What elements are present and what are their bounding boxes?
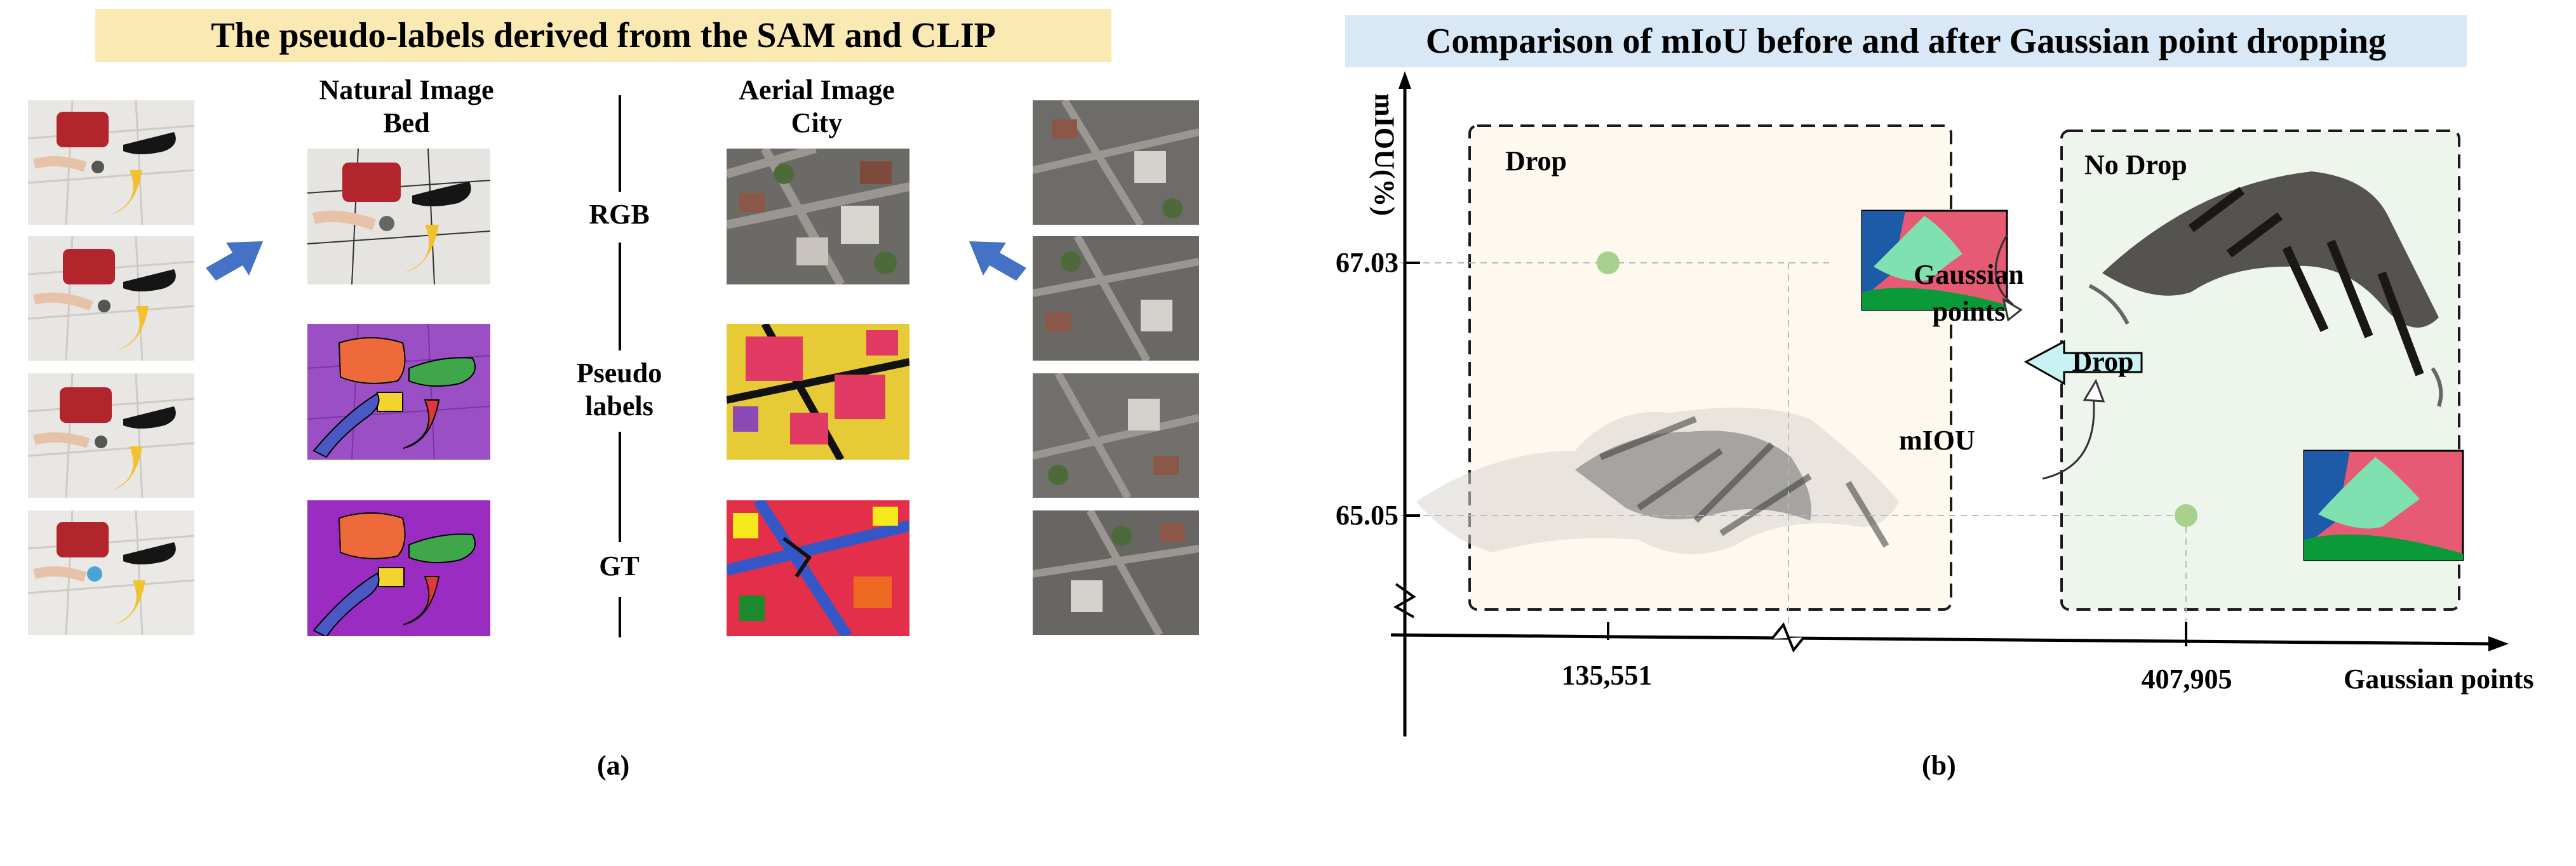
drop-arrow-label: Drop (2072, 346, 2134, 377)
natural-gt-image (307, 500, 490, 636)
aerial-pseudo-label-image (727, 324, 909, 460)
panel-b-title: Comparison of mIoU before and after Gaus… (1345, 15, 2467, 67)
caption-a: (a) (597, 750, 630, 781)
aerial-gt-image (727, 500, 909, 636)
y-axis-label-wrap: mIOU(%) (1365, 75, 1404, 240)
drop-arrow-icon (2023, 340, 2143, 385)
nodrop-point-cloud (2088, 171, 2443, 407)
x-tick-label-135551: 135,551 (1561, 660, 1653, 691)
row-label-pseudo-line1: Pseudo (576, 357, 662, 389)
aerial-image-header-line2: City (791, 107, 843, 138)
drop-point-cloud (1416, 408, 1899, 554)
natural-thumbnail (28, 236, 194, 361)
miou-text: mIOU (1899, 425, 1975, 456)
drop-guide-line (1400, 262, 1829, 629)
natural-image-header-line2: Bed (383, 107, 430, 138)
nodrop-guide-line (1400, 515, 2187, 629)
x-axis-line (1390, 633, 2490, 646)
caption-b: (b) (1922, 750, 1956, 781)
natural-thumbnail (28, 510, 194, 635)
curved-arrowhead-icon (2083, 378, 2105, 403)
aerial-thumbnail (1033, 236, 1199, 361)
panel-a-title: The pseudo-labels derived from the SAM a… (95, 9, 1111, 62)
y-tick-label-67: 67.03 (1336, 247, 1399, 278)
drop-box-label: Drop (1505, 145, 1567, 177)
row-divider-line (619, 432, 621, 542)
aerial-image-header: Aerial Image City (690, 74, 944, 140)
drop-segmentation-inset (1861, 210, 2008, 311)
aerial-image-header-line1: Aerial Image (739, 74, 895, 105)
x-axis-arrow-icon (2488, 636, 2509, 651)
curved-arrow-icon (1994, 234, 2014, 306)
nodrop-segmentation-inset (2303, 450, 2464, 561)
aerial-rgb-image (727, 149, 909, 284)
aerial-thumbnail (1033, 510, 1199, 635)
arrow-up-right-icon (203, 229, 267, 286)
row-label-pseudo-line2: labels (585, 390, 654, 422)
row-divider-line (619, 243, 621, 350)
y-axis-label: mIOU(%) (1369, 93, 1400, 216)
natural-image-header: Natural Image Bed (279, 74, 533, 140)
curved-arrow-icon (2042, 396, 2095, 480)
aerial-thumbnail (1033, 100, 1199, 225)
row-label-pseudo: Pseudo labels (559, 357, 680, 423)
y-axis-break-icon (1393, 583, 1416, 618)
data-point-drop (1597, 251, 1620, 274)
row-label-gt: GT (599, 550, 640, 582)
x-tick-label-407905: 407,905 (2141, 663, 2232, 695)
miou-chart (1390, 71, 2509, 736)
gaussian-points-text: Gaussian points (1905, 256, 2032, 330)
nodrop-box-label: No Drop (2084, 149, 2187, 180)
natural-thumbnail (28, 373, 194, 498)
natural-image-header-line1: Natural Image (319, 74, 494, 105)
row-divider-line (619, 95, 621, 192)
y-tick-label-65: 65.05 (1336, 500, 1399, 531)
natural-thumbnail (28, 100, 194, 225)
gaussian-points-line1: Gaussian (1914, 259, 2024, 290)
data-point-nodrop (2175, 504, 2197, 527)
aerial-thumbnail (1033, 373, 1199, 498)
x-axis-break-icon (1771, 622, 1805, 653)
arrow-up-left-icon (965, 229, 1029, 286)
gaussian-points-line2: points (1932, 296, 2006, 327)
natural-rgb-image (307, 149, 490, 284)
x-axis-label: Gaussian points (2344, 663, 2534, 695)
row-label-rgb: RGB (589, 199, 650, 230)
row-divider-line (619, 597, 621, 637)
curved-arrowhead-icon (2002, 297, 2023, 322)
natural-pseudo-label-image (307, 324, 490, 460)
y-axis-arrow-icon (1399, 71, 1411, 89)
